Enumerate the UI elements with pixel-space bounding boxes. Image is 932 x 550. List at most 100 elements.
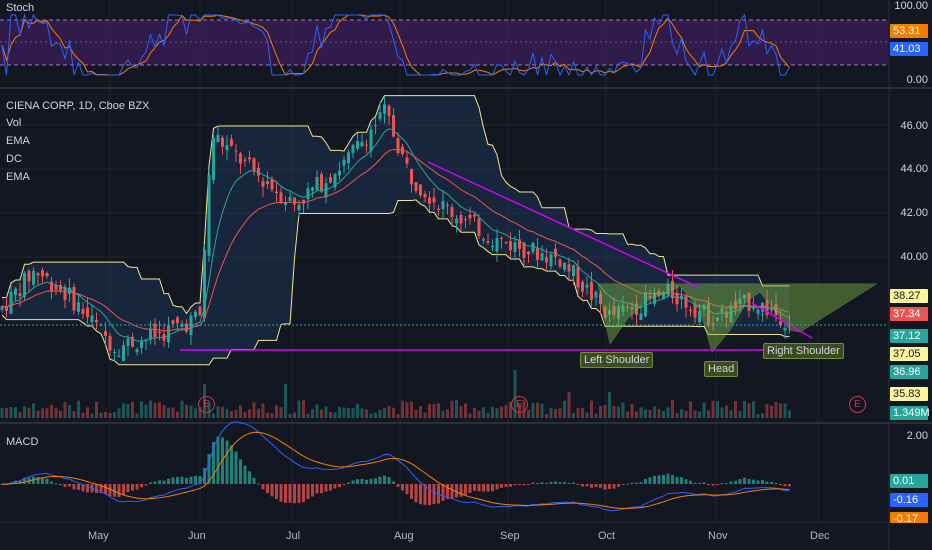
candle-body bbox=[729, 305, 733, 323]
macd-histogram-bar bbox=[729, 481, 733, 484]
volume-bar bbox=[689, 401, 692, 418]
volume-bar bbox=[392, 407, 395, 418]
macd-histogram-bar bbox=[428, 484, 431, 506]
candle-body bbox=[5, 306, 8, 311]
volume-bar bbox=[734, 400, 737, 418]
earnings-marker[interactable]: E bbox=[511, 396, 528, 413]
macd-histogram-bar bbox=[491, 484, 494, 492]
macd-histogram-bar bbox=[531, 482, 535, 484]
candle-body bbox=[747, 292, 751, 311]
ema-fast-line bbox=[1, 128, 790, 342]
macd-histogram-bar bbox=[743, 477, 746, 484]
volume-bar bbox=[450, 400, 454, 418]
volume-bar bbox=[9, 407, 13, 418]
volume-bar bbox=[365, 409, 368, 418]
study-label-ema[interactable]: EMA bbox=[6, 135, 30, 147]
chart-grid bbox=[0, 0, 888, 522]
candle-body bbox=[527, 251, 530, 255]
macd-histogram-bar bbox=[671, 475, 674, 484]
candle-body bbox=[225, 145, 229, 151]
volume-bar bbox=[221, 407, 224, 418]
macd-histogram-bar bbox=[248, 471, 251, 484]
candle-body bbox=[360, 141, 364, 147]
candle-body bbox=[288, 197, 292, 201]
candle-body bbox=[279, 192, 283, 203]
macd-histogram-bar bbox=[756, 480, 760, 484]
candle-body bbox=[563, 262, 566, 270]
macd-histogram-bar bbox=[279, 484, 283, 502]
volume-bar bbox=[482, 407, 485, 418]
macd-histogram-bar bbox=[338, 484, 341, 488]
macd-histogram-bar bbox=[306, 484, 310, 500]
volume-bar bbox=[711, 400, 715, 418]
donchian-channel bbox=[1, 95, 790, 366]
macd-histogram-bar bbox=[36, 476, 40, 484]
candle-body bbox=[603, 306, 607, 318]
candle-body bbox=[302, 199, 305, 204]
macd-histogram-bar bbox=[468, 484, 472, 493]
volume-bar bbox=[50, 404, 53, 418]
study-label-stoch[interactable]: Stoch bbox=[6, 2, 35, 14]
candle-body bbox=[662, 292, 665, 299]
volume-bar bbox=[540, 403, 544, 418]
volume-bar bbox=[144, 404, 148, 418]
x-label-nov: Nov bbox=[708, 530, 728, 542]
macd-histogram-bar bbox=[711, 484, 715, 486]
macd-histogram-bar bbox=[167, 478, 170, 484]
macd-histogram-bar bbox=[662, 474, 665, 484]
symbol-title[interactable]: CIENA CORP, 1D, Cboe BZX bbox=[6, 100, 150, 112]
candle-body bbox=[207, 174, 211, 256]
volume-bar bbox=[423, 412, 427, 418]
macd-histogram-bar bbox=[126, 484, 130, 493]
study-label-macd[interactable]: MACD bbox=[6, 436, 39, 448]
volume-bar bbox=[153, 402, 157, 418]
label-right-shoulder[interactable]: Right Shoulder bbox=[763, 343, 844, 359]
study-label-vol[interactable]: Vol bbox=[6, 117, 22, 129]
candle-body bbox=[716, 317, 719, 321]
earnings-marker[interactable]: E bbox=[849, 396, 866, 413]
macd-histogram-bar bbox=[153, 481, 157, 484]
macd-histogram-bar bbox=[495, 484, 499, 490]
macd-histogram-bar bbox=[171, 477, 175, 484]
candle-body bbox=[113, 351, 116, 353]
volume-bar bbox=[99, 412, 103, 418]
macd-histogram-bar bbox=[774, 482, 778, 484]
macd-histogram-bar bbox=[702, 482, 706, 484]
macd-histogram-bar bbox=[122, 484, 125, 495]
candle-body bbox=[45, 273, 49, 277]
study-label-ema-2[interactable]: EMA bbox=[6, 171, 30, 183]
volume-bar bbox=[54, 407, 58, 418]
candle-body bbox=[770, 309, 773, 311]
label-left-shoulder[interactable]: Left Shoulder bbox=[580, 352, 654, 368]
volume-bar bbox=[599, 406, 602, 418]
candle-body bbox=[270, 178, 274, 190]
study-label-dc[interactable]: DC bbox=[6, 153, 22, 165]
candle-body bbox=[450, 207, 454, 217]
macd-histogram-bar bbox=[131, 484, 134, 491]
x-label-may: May bbox=[88, 530, 109, 542]
candle-body bbox=[216, 134, 220, 142]
candle-body bbox=[203, 249, 206, 319]
macd-histogram-bar bbox=[779, 484, 782, 485]
price-axis-44: 44.00 bbox=[900, 163, 928, 175]
macd-histogram-bar bbox=[594, 484, 598, 488]
macd-histogram-bar bbox=[765, 481, 769, 484]
macd-histogram-bar bbox=[162, 480, 166, 484]
macd-histogram-bar bbox=[639, 482, 643, 484]
donchian-fill bbox=[2, 95, 790, 365]
macd-histogram-bar bbox=[14, 480, 17, 484]
x-label-oct: Oct bbox=[598, 530, 616, 542]
macd-histogram-bar bbox=[108, 484, 112, 497]
volume-bar bbox=[162, 404, 166, 418]
volume-bar bbox=[378, 409, 382, 418]
earnings-marker[interactable]: E bbox=[198, 396, 215, 413]
macd-histogram-bar bbox=[504, 484, 508, 487]
volume-bar bbox=[189, 405, 193, 418]
volume-bar bbox=[72, 410, 76, 418]
candle-body bbox=[423, 193, 427, 198]
label-head[interactable]: Head bbox=[704, 361, 739, 377]
volume-bar bbox=[675, 413, 679, 418]
candle-body bbox=[333, 174, 337, 188]
macd-histogram-bar bbox=[716, 484, 719, 486]
